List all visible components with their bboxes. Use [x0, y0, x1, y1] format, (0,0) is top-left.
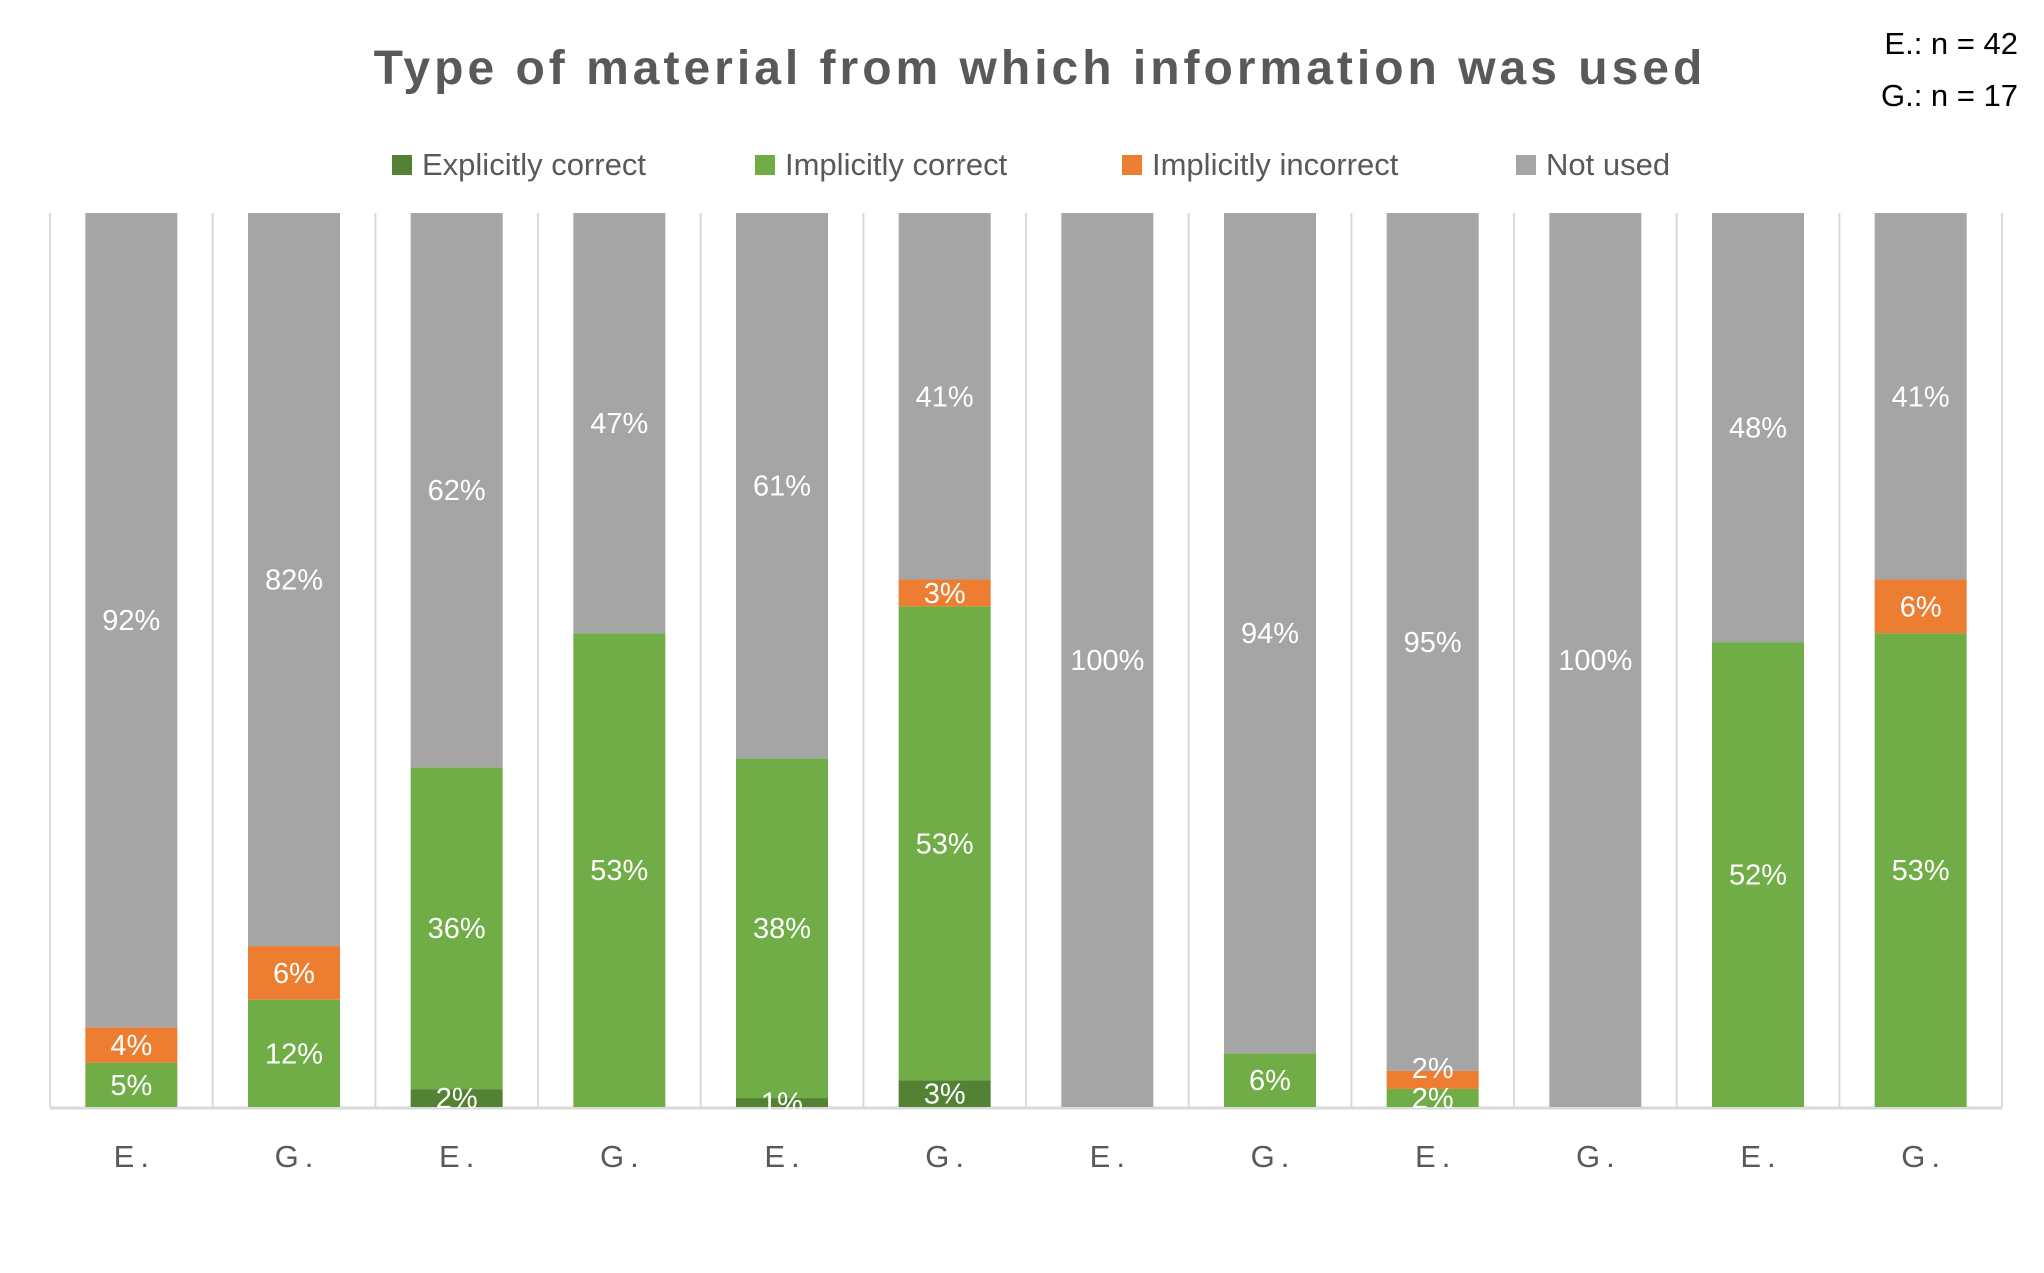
x-tick-label: G. [600, 1139, 645, 1174]
data-label: 52% [1729, 860, 1787, 892]
chart-title: Type of material from which information … [374, 42, 1707, 95]
x-tick-label: G. [1251, 1139, 1296, 1174]
legend-item: Implicitly incorrect [1122, 147, 1399, 182]
bar-segment [736, 758, 828, 1099]
legend-label: Explicitly correct [422, 147, 646, 182]
data-label: 61% [753, 471, 811, 503]
data-label: 62% [428, 475, 486, 507]
legend-label: Implicitly correct [785, 147, 1008, 182]
legend-item: Not used [1516, 147, 1670, 182]
x-tick-label: G. [1576, 1139, 1621, 1174]
data-label: 95% [1404, 627, 1462, 659]
data-label: 100% [1070, 645, 1144, 677]
data-label: 1% [761, 1088, 803, 1120]
bar-segment [85, 213, 178, 1028]
bar-segment [1224, 213, 1316, 1054]
data-label: 36% [428, 913, 486, 945]
bar-segment [248, 946, 340, 1000]
bar-segment [573, 213, 666, 634]
legend-label: Not used [1546, 147, 1670, 182]
bar-segment [1874, 633, 1967, 1107]
data-labels: 5% 4% 92% 12% 6% 82% 2% 36% 62% 53% 47% 1% 38% 61% 3% 5… [102, 381, 1949, 1119]
bar-segment [898, 213, 991, 580]
data-label: 6% [1249, 1065, 1291, 1097]
data-label: 53% [590, 855, 648, 887]
data-label: 48% [1729, 413, 1787, 445]
bar-segment [736, 213, 828, 759]
x-tick-label: E. [1090, 1139, 1131, 1174]
bar-segment [898, 606, 991, 1081]
data-label: 100% [1558, 645, 1632, 677]
bar-segment [1712, 642, 1804, 1107]
sample-size-e: E.: n = 42 [1884, 26, 2018, 61]
x-tick-label: E. [1415, 1139, 1456, 1174]
bar-segment [736, 1098, 828, 1107]
legend-label: Implicitly incorrect [1152, 147, 1399, 182]
bar-segment [410, 1089, 503, 1107]
data-label: 2% [1412, 1083, 1454, 1115]
bar-segment [248, 213, 340, 947]
x-tick-label: E. [439, 1139, 480, 1174]
data-label: 47% [590, 408, 648, 440]
bar-segment [573, 633, 666, 1107]
bar-segment [1874, 213, 1967, 580]
bar-segment [1386, 1088, 1479, 1107]
bar-segment [898, 579, 991, 607]
category-gridlines [49, 213, 2003, 1110]
bar-segment [85, 1062, 178, 1107]
bar-segment [410, 767, 503, 1090]
x-tick-label: G. [275, 1139, 320, 1174]
legend-item: Explicitly correct [392, 147, 646, 182]
data-label: 6% [273, 958, 315, 990]
legend-swatch [392, 155, 412, 175]
data-label: 94% [1241, 618, 1299, 650]
data-label: 2% [436, 1083, 478, 1115]
legend-swatch [1122, 155, 1142, 175]
data-label: 6% [1900, 591, 1942, 623]
bar-segment [410, 213, 503, 768]
x-tick-label: E. [1740, 1139, 1781, 1174]
bar-segment [1386, 1070, 1479, 1089]
bar-segment [1712, 213, 1804, 643]
bar-segment [85, 1027, 178, 1063]
bar-segment [1386, 213, 1479, 1071]
legend: Explicitly correct Implicitly correct Impl… [392, 147, 1670, 182]
data-label: 2% [1412, 1053, 1454, 1085]
bar-segment [898, 1080, 991, 1107]
data-label: 41% [1892, 381, 1950, 413]
bar-segment [248, 999, 340, 1107]
data-label: 41% [916, 381, 974, 413]
data-label: 53% [916, 828, 974, 860]
sample-size-g: G.: n = 17 [1881, 78, 2018, 113]
bars [85, 213, 1967, 1107]
x-tick-label: E. [764, 1139, 805, 1174]
data-label: 82% [265, 565, 323, 597]
bar-segment [1549, 213, 1642, 1107]
x-axis-ticks: E. G. E. G. E. G. E. G. E. G. E. G. [114, 1139, 1946, 1174]
data-label: 3% [924, 1079, 966, 1111]
x-tick-label: G. [1901, 1139, 1946, 1174]
legend-swatch [1516, 155, 1536, 175]
data-label: 92% [102, 605, 160, 637]
data-label: 12% [265, 1038, 323, 1070]
data-label: 5% [110, 1070, 152, 1102]
bar-segment [1224, 1053, 1316, 1107]
x-tick-label: G. [925, 1139, 970, 1174]
data-label: 4% [110, 1030, 152, 1062]
legend-item: Implicitly correct [755, 147, 1008, 182]
data-label: 38% [753, 913, 811, 945]
bar-segment [1061, 213, 1154, 1107]
x-tick-label: E. [114, 1139, 155, 1174]
legend-swatch [755, 155, 775, 175]
data-label: 3% [924, 578, 966, 610]
bar-segment [1874, 579, 1967, 634]
data-label: 53% [1892, 855, 1950, 887]
